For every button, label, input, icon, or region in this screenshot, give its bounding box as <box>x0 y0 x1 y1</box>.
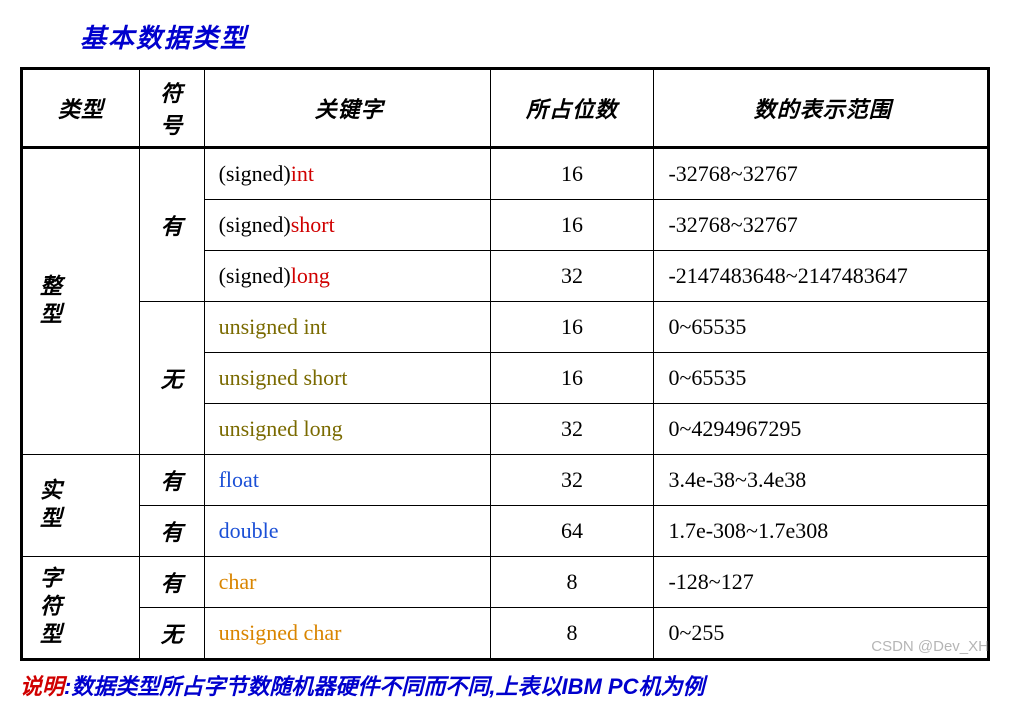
bits-cell: 8 <box>490 608 654 660</box>
table-body: 整型有(signed)int16-32768~32767(signed)shor… <box>22 148 989 660</box>
table-row: 字符型有char8-128~127 <box>22 557 989 608</box>
header-bits: 所占位数 <box>490 69 654 148</box>
keyword-main: unsigned long <box>219 416 343 441</box>
bits-cell: 64 <box>490 506 654 557</box>
bits-cell: 16 <box>490 353 654 404</box>
table-row: 整型有(signed)int16-32768~32767 <box>22 148 989 200</box>
keyword-cell: unsigned short <box>204 353 490 404</box>
datatype-table: 类型 符号 关键字 所占位数 数的表示范围 整型有(signed)int16-3… <box>20 67 990 661</box>
keyword-cell: (signed)short <box>204 200 490 251</box>
bits-cell: 32 <box>490 404 654 455</box>
sign-cell: 有 <box>140 148 205 302</box>
table-row: 无unsigned char80~255 <box>22 608 989 660</box>
keyword-main: unsigned char <box>219 620 342 645</box>
header-keyword: 关键字 <box>204 69 490 148</box>
watermark: CSDN @Dev_XH <box>871 638 989 655</box>
header-sign: 符号 <box>140 69 205 148</box>
header-range: 数的表示范围 <box>654 69 989 148</box>
sign-cell: 无 <box>140 608 205 660</box>
footer-label: 说明 <box>20 674 64 699</box>
bits-cell: 16 <box>490 302 654 353</box>
keyword-prefix: (signed) <box>219 263 291 288</box>
sign-cell: 有 <box>140 557 205 608</box>
keyword-prefix: (signed) <box>219 212 291 237</box>
keyword-prefix: (signed) <box>219 161 291 186</box>
keyword-main: short <box>291 212 335 237</box>
type-label: 整型 <box>33 274 65 330</box>
bits-cell: 16 <box>490 200 654 251</box>
bits-cell: 32 <box>490 455 654 506</box>
range-cell: 0~65535 <box>654 302 989 353</box>
page-title: 基本数据类型 <box>80 18 997 55</box>
keyword-cell: (signed)int <box>204 148 490 200</box>
range-cell: -32768~32767 <box>654 200 989 251</box>
keyword-cell: char <box>204 557 490 608</box>
keyword-main: long <box>291 263 330 288</box>
header-type: 类型 <box>22 69 140 148</box>
range-cell: -2147483648~2147483647 <box>654 251 989 302</box>
keyword-cell: (signed)long <box>204 251 490 302</box>
sign-cell: 有 <box>140 506 205 557</box>
range-cell: -32768~32767 <box>654 148 989 200</box>
table-row: 有 double 641.7e-308~1.7e308 <box>22 506 989 557</box>
keyword-cell: double <box>204 506 490 557</box>
range-cell: 0~65535 <box>654 353 989 404</box>
sign-cell: 无 <box>140 302 205 455</box>
keyword-cell: float <box>204 455 490 506</box>
type-label: 字符型 <box>33 566 65 650</box>
keyword-main: float <box>219 467 259 492</box>
footer-body: :数据类型所占字节数随机器硬件不同而不同,上表以IBM PC机为例 <box>64 674 704 699</box>
keyword-main: int <box>291 161 314 186</box>
table-row: 无unsigned int160~65535 <box>22 302 989 353</box>
range-cell: -128~127 <box>654 557 989 608</box>
type-cell: 实型 <box>22 455 140 557</box>
range-cell: 3.4e-38~3.4e38 <box>654 455 989 506</box>
bits-cell: 32 <box>490 251 654 302</box>
bits-cell: 16 <box>490 148 654 200</box>
range-cell: 0~4294967295 <box>654 404 989 455</box>
keyword-main: unsigned int <box>219 314 327 339</box>
sign-cell: 有 <box>140 455 205 506</box>
type-cell: 字符型 <box>22 557 140 660</box>
keyword-main: unsigned short <box>219 365 348 390</box>
table-row: 实型有float323.4e-38~3.4e38 <box>22 455 989 506</box>
keyword-main: double <box>219 518 279 543</box>
range-cell: 1.7e-308~1.7e308 <box>654 506 989 557</box>
keyword-cell: unsigned long <box>204 404 490 455</box>
footer-note: 说明:数据类型所占字节数随机器硬件不同而不同,上表以IBM PC机为例 <box>20 669 997 701</box>
keyword-main: char <box>219 569 257 594</box>
keyword-cell: unsigned char <box>204 608 490 660</box>
type-label: 实型 <box>33 478 65 534</box>
keyword-cell: unsigned int <box>204 302 490 353</box>
type-cell: 整型 <box>22 148 140 455</box>
table-header-row: 类型 符号 关键字 所占位数 数的表示范围 <box>22 69 989 148</box>
bits-cell: 8 <box>490 557 654 608</box>
